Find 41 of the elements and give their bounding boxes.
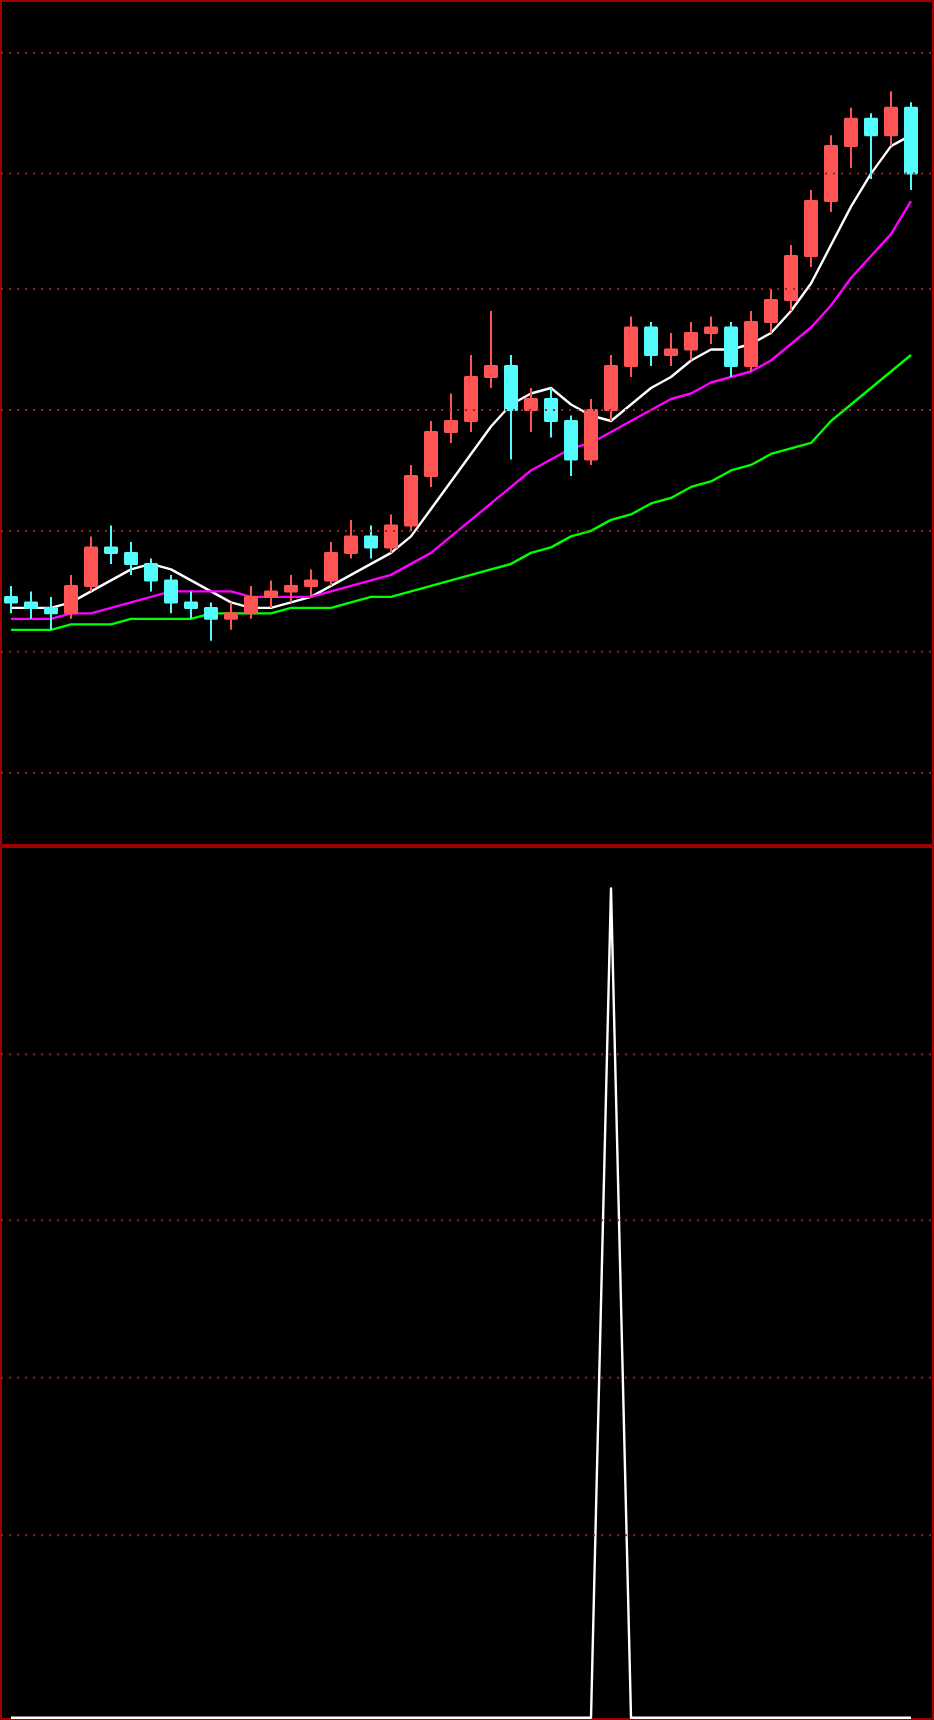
candlestick: [444, 392, 458, 444]
candlestick: [144, 557, 158, 593]
candlestick: [384, 513, 398, 554]
candlestick: [44, 595, 58, 631]
candlestick: [4, 584, 18, 615]
candlestick: [544, 386, 558, 439]
candlestick: [664, 332, 678, 368]
candlestick: [884, 90, 898, 148]
candlestick: [104, 524, 118, 565]
candlestick: [184, 590, 198, 620]
candlestick: [324, 540, 338, 587]
candlestick: [364, 524, 378, 560]
candlestick: [564, 414, 578, 477]
candlestick: [284, 573, 298, 604]
candlestick: [124, 540, 138, 576]
candlestick: [684, 321, 698, 362]
candlestick: [744, 310, 758, 373]
candlestick: [784, 244, 798, 313]
candlestick: [24, 590, 38, 620]
candlestick: [224, 601, 238, 631]
candlestick: [504, 354, 518, 461]
candlestick: [204, 601, 218, 642]
candlestick: [704, 315, 718, 346]
candlestick: [844, 106, 858, 170]
candlestick: [244, 584, 258, 620]
candlestick: [724, 321, 738, 378]
candlestick: [464, 354, 478, 433]
candlestick: [624, 315, 638, 378]
candlestick: [764, 288, 778, 335]
candlestick: [644, 321, 658, 368]
candlestick: [424, 419, 438, 488]
candlestick: [604, 354, 618, 422]
candlestick: [484, 310, 498, 389]
candlestick: [304, 568, 318, 598]
candlestick: [84, 535, 98, 593]
candlestick: [344, 518, 358, 560]
candlestick: [164, 573, 178, 615]
candlestick: [264, 579, 278, 609]
candlestick: [864, 112, 878, 181]
candlestick: [524, 386, 538, 433]
candlestick: [64, 573, 78, 620]
